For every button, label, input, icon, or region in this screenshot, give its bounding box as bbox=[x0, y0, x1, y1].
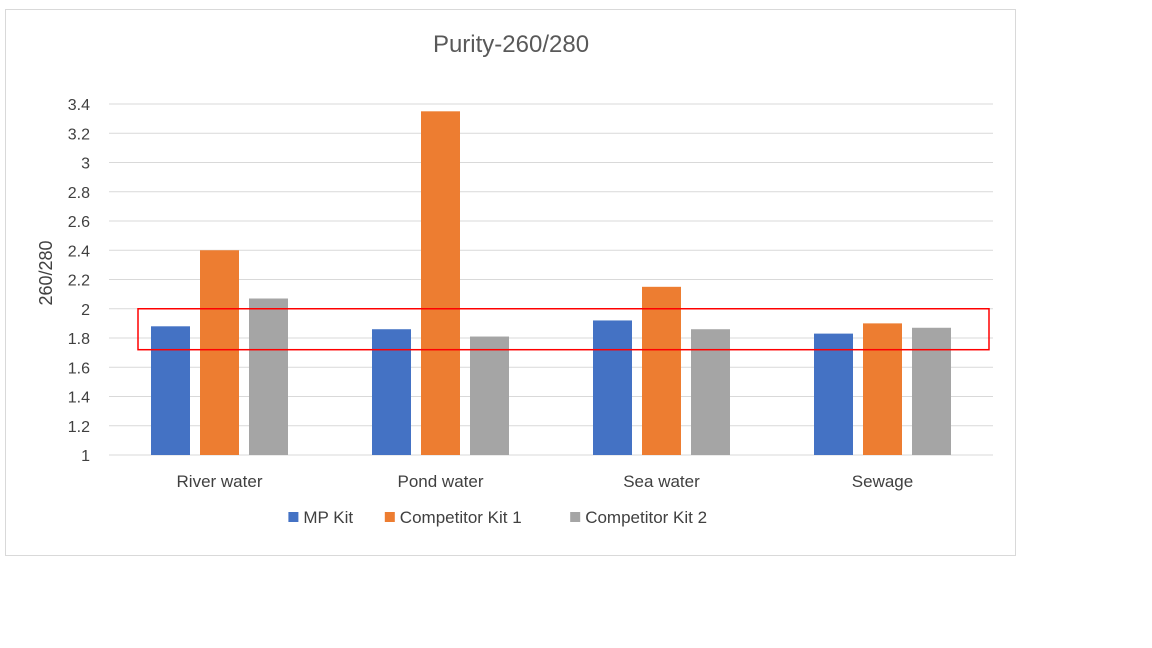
y-tick-label: 2.6 bbox=[68, 214, 90, 231]
y-tick-label: 2.2 bbox=[68, 273, 90, 290]
highlight-box bbox=[137, 308, 990, 351]
bar bbox=[593, 320, 632, 455]
y-tick-label: 3.4 bbox=[68, 97, 90, 114]
y-tick-label: 3 bbox=[81, 156, 90, 173]
bar bbox=[372, 329, 411, 455]
y-axis-title: 260/280 bbox=[36, 240, 56, 305]
x-category-label: Sewage bbox=[852, 472, 913, 491]
y-tick-label: 2 bbox=[81, 302, 90, 319]
y-tick-label: 3.2 bbox=[68, 126, 90, 143]
legend-label: MP Kit bbox=[303, 508, 353, 527]
bar bbox=[470, 336, 509, 455]
bar bbox=[912, 327, 951, 455]
y-tick-label: 2.8 bbox=[68, 185, 90, 202]
bar bbox=[642, 286, 681, 455]
y-tick-label: 2.4 bbox=[68, 243, 90, 260]
x-axis-categories: River water Pond water Sea water Sewage bbox=[177, 472, 914, 491]
legend-swatch bbox=[288, 512, 299, 522]
y-tick-label: 1.2 bbox=[68, 419, 90, 436]
bar bbox=[249, 298, 288, 455]
bar bbox=[863, 323, 902, 455]
x-category-label: Pond water bbox=[398, 472, 484, 491]
legend: MP Kit Competitor Kit 1 Competitor Kit 2 bbox=[288, 508, 707, 527]
legend-swatch bbox=[384, 512, 395, 522]
legend-label: Competitor Kit 2 bbox=[585, 508, 707, 527]
gridlines bbox=[109, 103, 993, 456]
highlight-rectangle bbox=[137, 308, 990, 351]
bar bbox=[691, 329, 730, 455]
bar bbox=[200, 250, 239, 455]
y-tick-label: 1 bbox=[81, 448, 90, 465]
chart-title: Purity-260/280 bbox=[433, 31, 589, 58]
y-tick-label: 1.8 bbox=[68, 331, 90, 348]
chart-frame bbox=[5, 9, 1016, 556]
x-category-label: Sea water bbox=[623, 472, 700, 491]
bar bbox=[814, 333, 853, 455]
bar bbox=[421, 111, 460, 455]
bar bbox=[151, 326, 190, 455]
legend-swatch bbox=[570, 512, 581, 522]
y-axis-ticks: 1 1.2 1.4 1.6 1.8 2 2.2 2.4 2.6 2.8 3 3.2 3.4 bbox=[68, 97, 90, 465]
x-category-label: River water bbox=[177, 472, 263, 491]
legend-label: Competitor Kit 1 bbox=[400, 508, 522, 527]
y-tick-label: 1.4 bbox=[68, 390, 90, 407]
y-tick-label: 1.6 bbox=[68, 360, 90, 377]
